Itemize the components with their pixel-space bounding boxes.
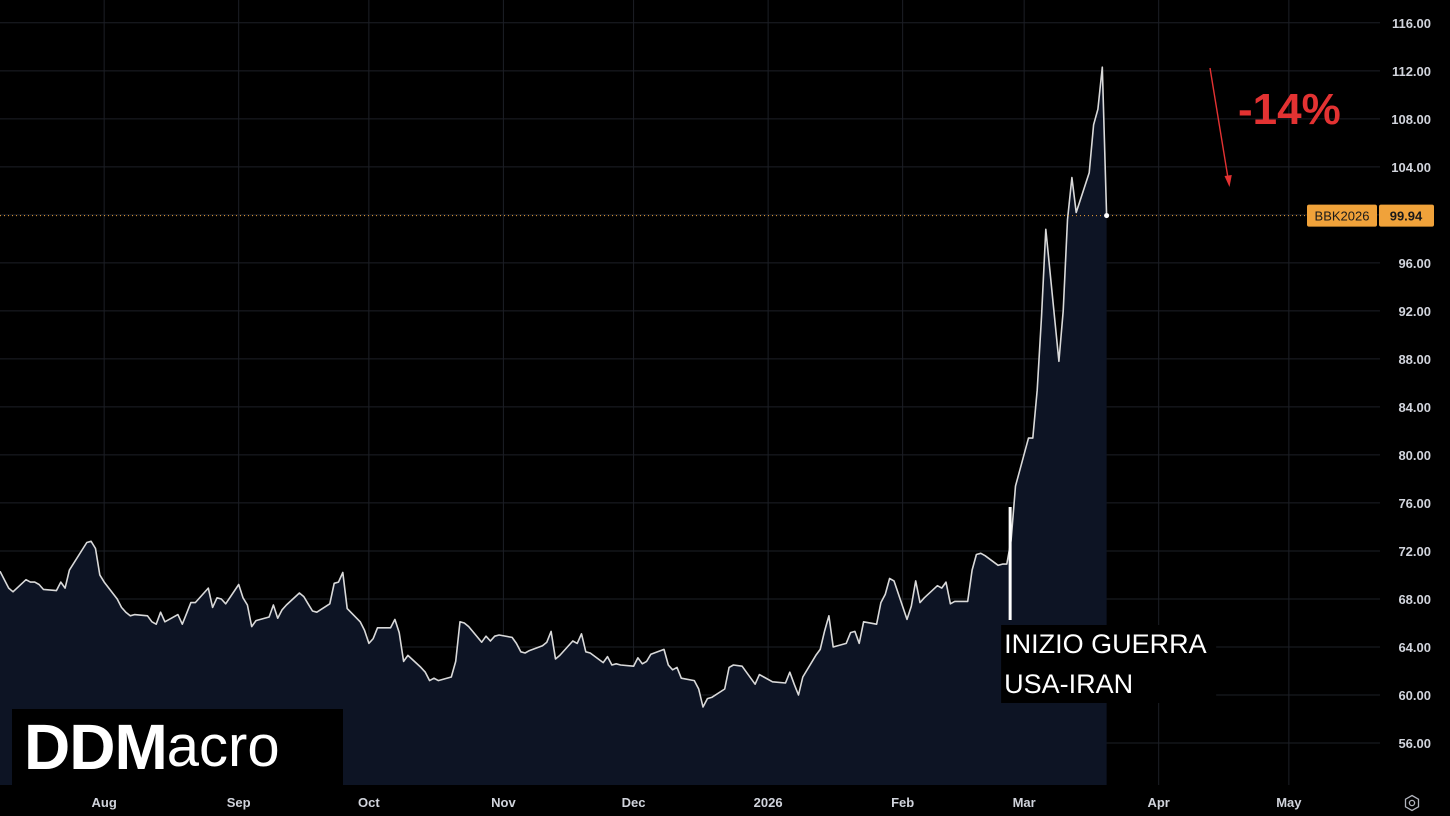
x-tick-label: Oct xyxy=(358,795,380,810)
x-tick-label: Apr xyxy=(1147,795,1169,810)
decline-percentage-label: -14% xyxy=(1238,85,1341,134)
x-tick-label: Sep xyxy=(227,795,251,810)
y-tick-label: 116.00 xyxy=(1392,16,1431,31)
event-label-line1: INIZIO GUERRA xyxy=(1004,629,1207,659)
price-tag-value: 99.94 xyxy=(1390,209,1423,224)
y-tick-label: 80.00 xyxy=(1398,448,1431,463)
y-axis-tick-labels: 116.00 112.00 108.00 104.00 96.00 92.00 88.00 8… xyxy=(1391,16,1431,751)
y-tick-label: 112.00 xyxy=(1392,64,1431,79)
price-tag-background xyxy=(1379,204,1434,227)
event-label-line2: USA-IRAN xyxy=(1004,669,1133,699)
y-tick-label: 104.00 xyxy=(1391,160,1431,175)
y-tick-label: 72.00 xyxy=(1398,544,1431,559)
x-tick-label: Nov xyxy=(491,795,516,810)
logo-light-part: acro xyxy=(166,714,280,779)
symbol-tag-label: BBK2026 xyxy=(1315,209,1370,224)
logo-bold-part: DDM xyxy=(24,711,168,783)
decline-arrow-shaft xyxy=(1209,67,1229,179)
y-tick-label: 56.00 xyxy=(1398,736,1431,751)
y-tick-label: 60.00 xyxy=(1398,688,1431,703)
price-series-line xyxy=(0,66,1108,708)
settings-gear-icon-glyph xyxy=(1404,794,1420,812)
x-tick-label: 2026 xyxy=(754,795,783,810)
y-tick-label: 76.00 xyxy=(1398,496,1431,511)
x-axis-tick-labels: Aug Sep Oct Nov Dec 2026 Feb Mar Apr May xyxy=(92,795,1303,810)
last-price-dot xyxy=(1104,213,1110,219)
y-tick-label: 92.00 xyxy=(1398,304,1431,319)
x-tick-label: May xyxy=(1276,795,1302,810)
y-tick-label: 84.00 xyxy=(1398,400,1431,415)
y-tick-label: 96.00 xyxy=(1398,256,1431,271)
x-tick-label: Dec xyxy=(622,795,646,810)
x-tick-label: Feb xyxy=(891,795,914,810)
last-price-tag: BBK2026 99.94 xyxy=(1307,204,1434,227)
settings-gear-icon[interactable] xyxy=(1401,792,1423,814)
decline-arrow-head xyxy=(1224,175,1232,187)
y-tick-label: 88.00 xyxy=(1398,352,1431,367)
symbol-tag-background xyxy=(1307,204,1377,227)
ddmacro-logo: DDM acro xyxy=(12,709,343,785)
event-label-background xyxy=(1001,625,1217,703)
x-tick-label: Aug xyxy=(92,795,117,810)
x-tick-label: Mar xyxy=(1013,795,1036,810)
vertical-gridlines xyxy=(103,0,1290,785)
y-tick-label: 64.00 xyxy=(1398,640,1431,655)
y-tick-label: 68.00 xyxy=(1398,592,1431,607)
y-tick-label: 108.00 xyxy=(1391,112,1431,127)
price-area-fill xyxy=(0,67,1107,785)
